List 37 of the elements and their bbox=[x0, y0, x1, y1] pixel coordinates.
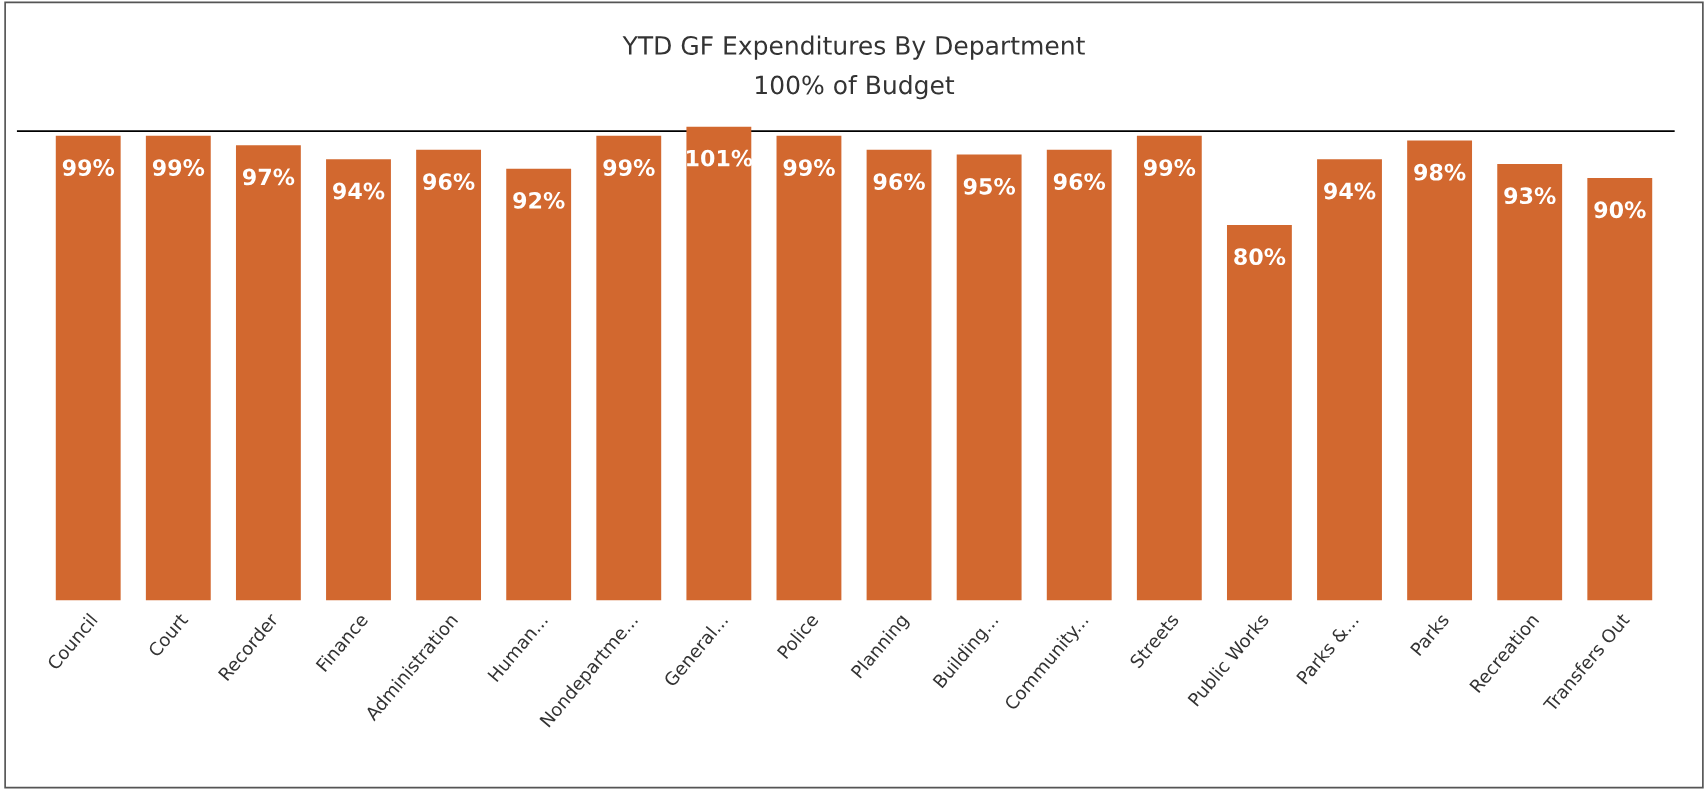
chart-title: YTD GF Expenditures By Department bbox=[622, 35, 1085, 60]
data-label: 99% bbox=[152, 159, 205, 176]
bar bbox=[866, 149, 932, 601]
data-label: 99% bbox=[1143, 159, 1196, 176]
bar bbox=[956, 154, 1022, 601]
data-label: 97% bbox=[242, 168, 295, 186]
data-label: 96% bbox=[1053, 173, 1106, 190]
bar bbox=[686, 126, 752, 601]
data-label: 98% bbox=[1414, 163, 1466, 181]
bar bbox=[416, 149, 482, 601]
bar bbox=[55, 135, 121, 601]
bar bbox=[1046, 149, 1112, 601]
data-label: 92% bbox=[513, 191, 565, 209]
data-label: 90% bbox=[1594, 201, 1646, 219]
bar bbox=[1497, 163, 1563, 601]
data-label: 94% bbox=[333, 182, 385, 200]
data-label: 99% bbox=[62, 159, 115, 176]
bar bbox=[1317, 159, 1382, 601]
data-label: 96% bbox=[423, 173, 475, 190]
bar bbox=[1226, 224, 1292, 601]
bar bbox=[596, 135, 662, 601]
bar bbox=[1407, 140, 1473, 601]
bar bbox=[326, 159, 391, 601]
data-label: 93% bbox=[1504, 187, 1556, 205]
chart-subtitle: 100% of Budget bbox=[756, 75, 955, 100]
bar bbox=[235, 145, 301, 601]
bar bbox=[1136, 135, 1202, 601]
bar bbox=[506, 168, 572, 601]
bar bbox=[145, 135, 211, 601]
data-label: 99% bbox=[603, 159, 655, 176]
data-label: 94% bbox=[1324, 182, 1376, 200]
data-label: 96% bbox=[873, 173, 925, 190]
bar bbox=[776, 135, 842, 601]
bar bbox=[1587, 178, 1653, 601]
data-label: 95% bbox=[963, 177, 1016, 195]
data-label: 99% bbox=[783, 159, 835, 176]
data-label: 80% bbox=[1234, 248, 1286, 266]
